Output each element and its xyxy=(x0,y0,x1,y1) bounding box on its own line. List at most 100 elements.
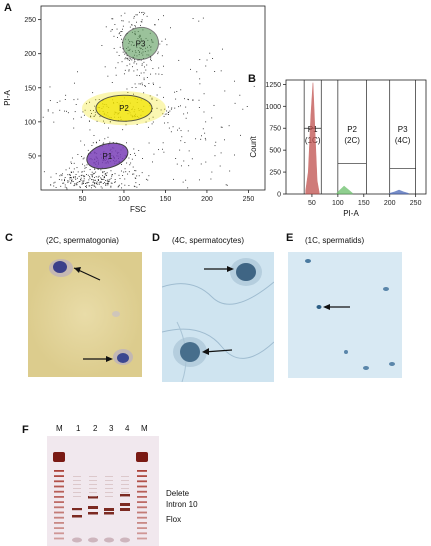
spermatid-nucleus xyxy=(316,305,322,309)
caption-spermatocytes: (4C, spermatocytes) xyxy=(172,236,245,245)
marker-band xyxy=(54,527,64,529)
y-tick-label: 500 xyxy=(269,148,281,155)
gate-p1 xyxy=(86,142,129,170)
arrow-head xyxy=(202,348,209,355)
caption-spermatids: (1C, spermatids) xyxy=(305,236,365,245)
marker-band xyxy=(54,537,64,540)
x-tick-label: 100 xyxy=(118,196,130,203)
marker-band xyxy=(54,511,64,514)
hist-peak-1 xyxy=(305,82,320,195)
marker-band xyxy=(54,532,64,535)
marker-band xyxy=(137,470,147,472)
x-tick-label: 100 xyxy=(332,200,344,207)
y-tick-label: 1250 xyxy=(265,82,281,89)
marker-band xyxy=(54,496,64,498)
pi-histogram: P1(1C)P2(2C)P3(4C) 501001502002500250500… xyxy=(249,79,427,218)
arrow-head xyxy=(323,304,330,310)
hist-peak-2 xyxy=(336,185,353,195)
marker-band xyxy=(137,522,147,524)
sample-band xyxy=(88,506,98,509)
x-tick-label: 50 xyxy=(79,196,87,203)
gate-label-p2: P2 xyxy=(119,104,129,113)
marker-band xyxy=(54,516,64,519)
marker-band xyxy=(137,475,147,477)
arrow-head xyxy=(227,266,234,272)
y-tick-label: 750 xyxy=(269,126,281,133)
caption-spermatogonia: (2C, spermatogonia) xyxy=(46,236,119,245)
gate-p2 xyxy=(95,94,153,122)
sample-band xyxy=(120,503,130,506)
marker-band xyxy=(137,490,147,493)
gate-label-p3: P3 xyxy=(136,39,146,48)
gel-image xyxy=(47,436,159,546)
x-axis-label: FSC xyxy=(130,205,146,214)
cell-nucleus xyxy=(117,353,129,363)
marker-band xyxy=(137,496,147,498)
lane-label-1: 1 xyxy=(76,424,81,433)
panel-letter-f: F xyxy=(22,424,29,436)
lane-label-m-right: M xyxy=(141,424,148,433)
panel-letter-c: C xyxy=(5,232,13,244)
hist-gate-label: P3 xyxy=(398,125,408,134)
y-axis-label: Count xyxy=(249,136,258,158)
marker-band xyxy=(54,522,64,524)
lane-label-2: 2 xyxy=(93,424,98,433)
cell-nucleus xyxy=(236,263,256,281)
x-axis-label: PI-A xyxy=(343,209,359,218)
y-tick-label: 0 xyxy=(277,192,281,199)
flow-scatter-plot: P1 P2 P3 50 100 150 200 250 50 100 150 200 250 FSC PI… xyxy=(3,5,266,214)
band-label-flox: Flox xyxy=(166,515,182,524)
hist-gate-sublabel: (4C) xyxy=(395,136,411,145)
marker-band xyxy=(137,511,147,514)
marker-band xyxy=(137,506,147,509)
x-tick-label: 50 xyxy=(308,200,316,207)
sample-band xyxy=(88,496,98,499)
band-label-intron10: Intron 10 xyxy=(166,500,198,509)
sample-band xyxy=(104,508,114,511)
cell-nucleus xyxy=(53,261,67,273)
panel-letter-b: B xyxy=(248,73,256,85)
micrograph-spermatids xyxy=(288,252,402,378)
sample-band xyxy=(88,512,98,515)
x-tick-label: 150 xyxy=(160,196,172,203)
lane-label-3: 3 xyxy=(109,424,114,433)
marker-band xyxy=(137,532,147,535)
arrow-head xyxy=(74,267,81,273)
marker-band xyxy=(54,485,64,488)
sample-band xyxy=(72,508,82,511)
y-tick-label: 100 xyxy=(24,119,36,126)
sample-band xyxy=(104,512,114,515)
marker-band xyxy=(54,475,64,477)
marker-band xyxy=(137,527,147,529)
x-tick-label: 250 xyxy=(243,196,255,203)
sample-band xyxy=(72,515,82,518)
x-tick-label: 250 xyxy=(410,200,422,207)
micrograph-spermatogonia xyxy=(28,252,142,377)
micrograph-spermatocytes xyxy=(162,252,274,382)
marker-band xyxy=(54,470,64,472)
cell-nucleus xyxy=(180,342,200,362)
panel-letter-d: D xyxy=(152,232,160,244)
y-tick-label: 1000 xyxy=(265,104,281,111)
x-tick-label: 200 xyxy=(384,200,396,207)
y-tick-label: 250 xyxy=(24,17,36,24)
panel-letter-e: E xyxy=(286,232,294,244)
hist-peak-3 xyxy=(389,189,409,195)
y-axis-label: PI-A xyxy=(3,90,12,106)
band-label-delete: Delete xyxy=(166,489,190,498)
marker-band xyxy=(54,480,64,483)
marker-band xyxy=(54,506,64,509)
marker-band xyxy=(54,501,64,503)
y-tick-label: 150 xyxy=(24,85,36,92)
y-tick-label: 250 xyxy=(269,170,281,177)
marker-band xyxy=(137,516,147,519)
y-tick-label: 200 xyxy=(24,51,36,58)
panel-letter-a: A xyxy=(4,2,12,14)
hist-gate-sublabel: (2C) xyxy=(344,136,360,145)
x-tick-label: 150 xyxy=(358,200,370,207)
sample-band xyxy=(120,494,130,497)
marker-band xyxy=(137,501,147,503)
marker-band xyxy=(137,480,147,483)
hist-gate-label: P2 xyxy=(347,125,357,134)
marker-band xyxy=(54,490,64,493)
